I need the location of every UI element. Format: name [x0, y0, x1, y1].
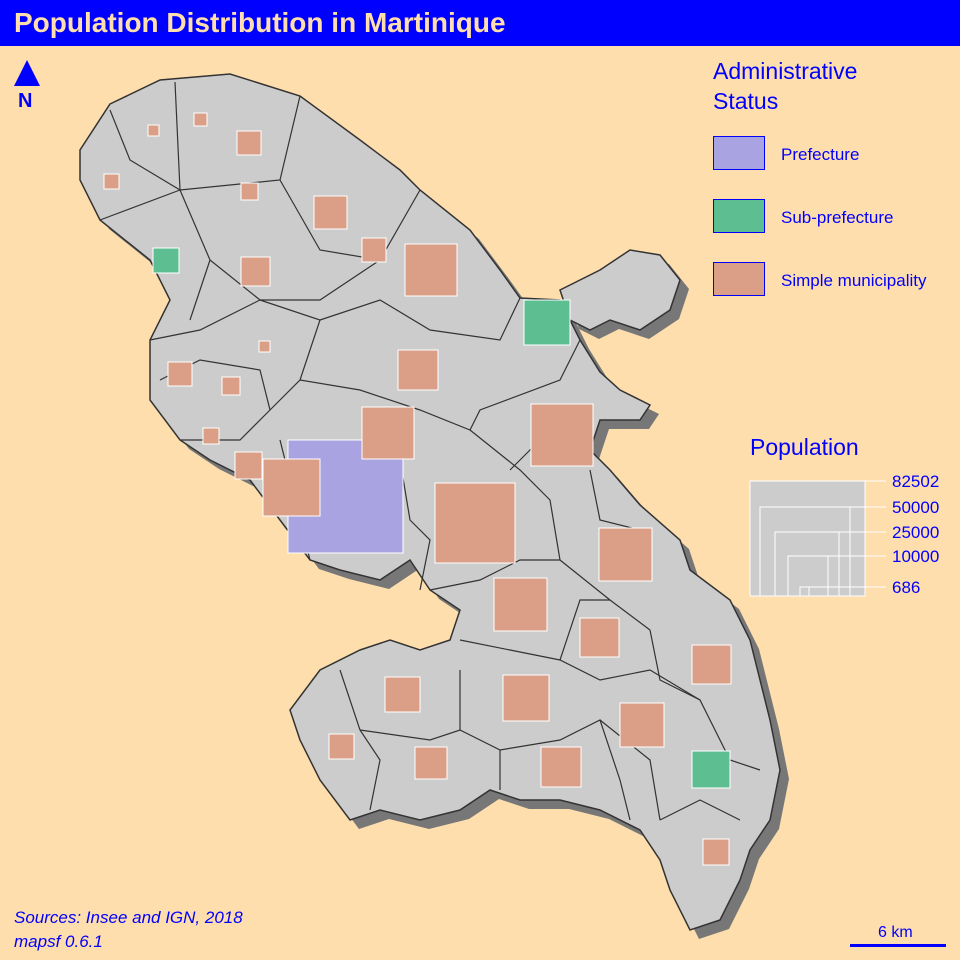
symbol-municipality	[397, 349, 439, 391]
symbol-sub-prefecture	[523, 299, 571, 346]
legend-population-title: Population	[750, 434, 859, 460]
symbol-municipality	[361, 237, 387, 263]
symbol-municipality	[103, 173, 120, 190]
legend-label-prefecture: Prefecture	[781, 145, 860, 164]
symbol-municipality	[240, 182, 259, 201]
map-title: Population Distribution in Martinique	[14, 7, 506, 38]
symbol-municipality	[502, 674, 550, 722]
symbol-municipality	[234, 451, 263, 480]
symbol-municipality	[313, 195, 348, 230]
symbol-municipality	[328, 733, 355, 760]
legend-status-title: Administrative Status	[713, 58, 858, 114]
symbol-municipality	[167, 361, 193, 387]
symbol-municipality	[262, 458, 321, 517]
symbol-municipality	[702, 838, 730, 866]
symbol-sub-prefecture	[691, 750, 731, 789]
symbol-municipality	[579, 617, 620, 658]
population-legend-squares	[749, 480, 866, 597]
symbol-municipality	[258, 340, 271, 353]
legend-population-value: 25000	[892, 523, 940, 542]
symbol-municipality	[530, 403, 594, 467]
scale-bar-label: 6 km	[878, 924, 913, 941]
symbol-municipality	[691, 644, 732, 685]
north-label: N	[18, 90, 33, 112]
commune-symbols	[103, 112, 732, 866]
symbol-municipality	[221, 376, 241, 396]
symbol-municipality	[384, 676, 421, 713]
symbol-municipality	[361, 406, 415, 460]
legend-population-value: 10000	[892, 547, 940, 566]
symbol-municipality	[493, 577, 548, 632]
symbol-municipality	[147, 124, 160, 137]
symbol-municipality	[240, 256, 271, 287]
symbol-municipality	[540, 746, 582, 788]
land-caravelle	[559, 249, 681, 331]
population-legend-lines	[809, 480, 886, 588]
legend-label-sub-prefecture: Sub-prefecture	[781, 208, 894, 227]
sources-line: Sources: Insee and IGN, 2018	[14, 908, 243, 927]
legend-swatch-simple-municipality	[713, 262, 765, 296]
symbol-municipality	[598, 527, 653, 582]
symbol-municipality	[414, 746, 448, 780]
title-bar: Population Distribution in Martinique	[0, 0, 960, 46]
north-arrow-icon	[14, 60, 40, 86]
symbol-sub-prefecture	[152, 247, 180, 274]
symbol-municipality	[202, 427, 220, 445]
legend-label-simple-municipality: Simple municipality	[781, 271, 927, 290]
credits-line: mapsf 0.6.1	[14, 932, 103, 951]
symbol-municipality	[434, 482, 516, 564]
scale-bar	[850, 944, 946, 947]
sources-note: Sources: Insee and IGN, 2018 mapsf 0.6.1	[14, 906, 243, 954]
legend-swatch-sub-prefecture	[713, 199, 765, 233]
symbol-municipality	[404, 243, 458, 297]
symbol-municipality	[236, 130, 262, 156]
symbol-municipality	[193, 112, 208, 127]
symbol-municipality	[619, 702, 665, 748]
legend-population-value: 82502	[892, 472, 940, 491]
legend-population-value: 50000	[892, 498, 940, 517]
legend-population-value: 686	[892, 578, 921, 597]
legend-swatch-prefecture	[713, 136, 765, 170]
